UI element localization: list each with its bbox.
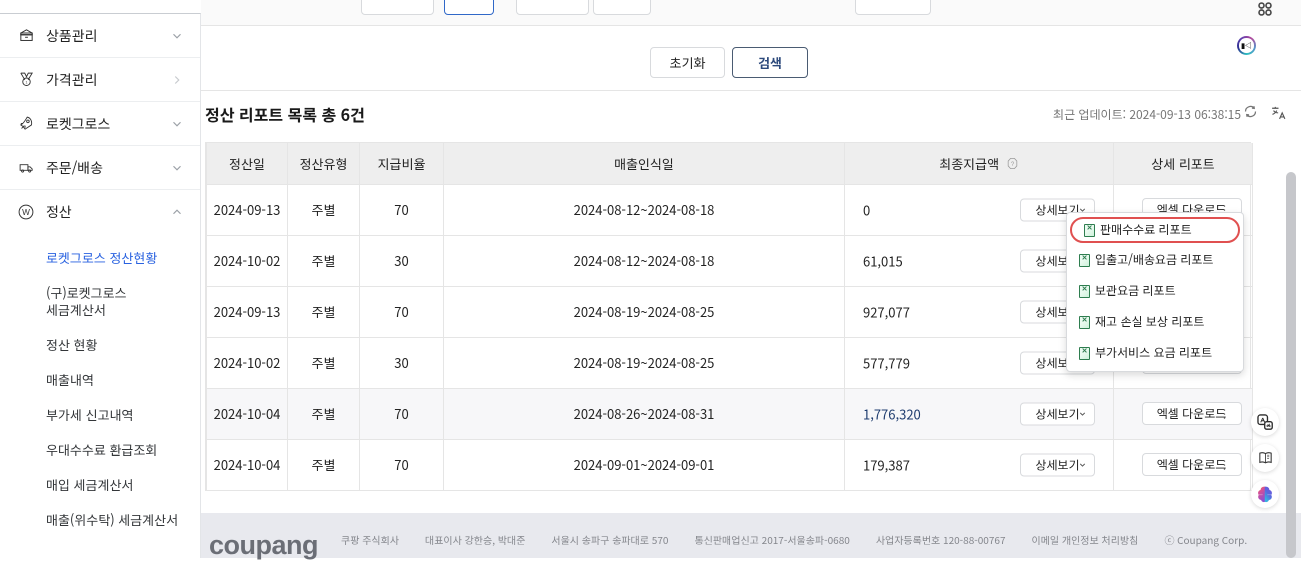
svg-text:1: 1 bbox=[25, 80, 27, 84]
svg-text:?: ? bbox=[1011, 162, 1015, 168]
svg-text:W: W bbox=[22, 208, 30, 217]
